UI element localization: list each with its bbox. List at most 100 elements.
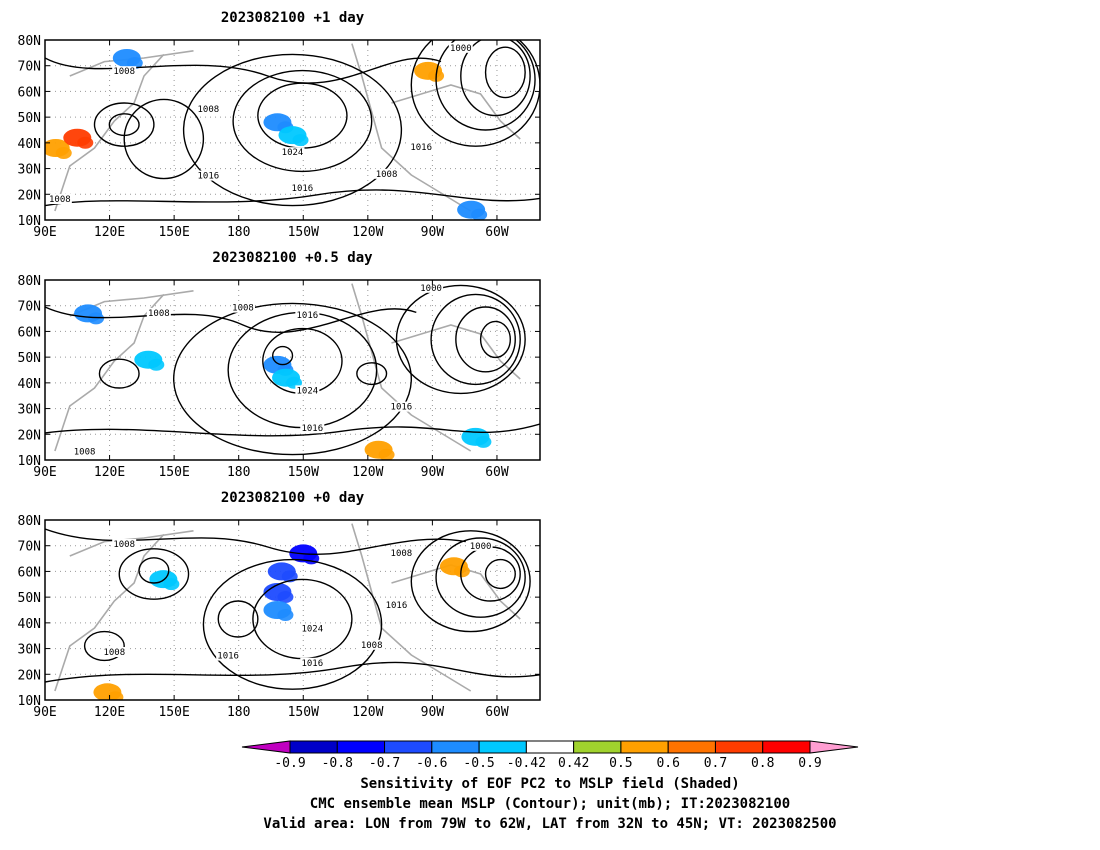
contour-line — [172, 302, 413, 456]
coastline — [391, 324, 521, 380]
contour-label-bg — [196, 170, 221, 181]
contour-line — [455, 306, 516, 373]
x-tick-label: 90W — [421, 225, 445, 240]
contour-label: 1008 — [148, 309, 170, 319]
contour-label: 1008 — [198, 105, 220, 115]
colorbar-tick-label: 0.7 — [704, 756, 727, 771]
contour-label-bg — [300, 423, 325, 434]
x-tick-label: 120W — [352, 705, 383, 720]
contour-label: 1016 — [297, 311, 319, 321]
shaded-region — [88, 312, 105, 325]
panel-1: 2023082100 +1 day 1000 1008 1008 1008 1016 101… — [18, 10, 541, 240]
contour-line — [356, 362, 388, 386]
contour-label-bg — [112, 539, 137, 549]
y-tick-label: 40N — [18, 137, 41, 152]
contour-label: 1016 — [386, 601, 408, 611]
contour-line — [252, 578, 353, 660]
shaded-region — [277, 591, 294, 603]
contour-line — [484, 558, 516, 590]
y-tick-label: 20N — [18, 428, 41, 443]
contour-label-bg — [409, 141, 434, 152]
panel-title: 2023082100 +1 day — [221, 10, 365, 26]
contour-line — [202, 558, 383, 690]
contour-line — [272, 345, 294, 366]
coastline — [391, 84, 521, 140]
x-tick-label: 90E — [33, 225, 56, 240]
contour-line — [410, 40, 540, 147]
contour-line — [138, 557, 170, 584]
shaded-region — [378, 448, 395, 460]
contour-line — [123, 98, 205, 180]
x-tick-label: 150E — [158, 465, 189, 480]
contour-label-bg — [102, 647, 127, 657]
panel-content: 1008 1008 1000 1016 1024 1016 1016 1008 1008 — [45, 520, 540, 700]
contour-label-bg — [72, 446, 97, 457]
contour-label: 1008 — [74, 448, 96, 458]
y-tick-label: 80N — [18, 274, 41, 289]
panel-frame — [44, 519, 541, 701]
y-tick-label: 50N — [18, 591, 41, 606]
colorbar-box — [762, 740, 811, 754]
colorbar-box — [620, 740, 669, 754]
contour-label: 1000 — [450, 44, 472, 54]
contour-label: 1024 — [301, 625, 323, 635]
colorbar-tick-label: -0.8 — [322, 756, 353, 771]
contour-label-bg — [295, 309, 320, 320]
contour-label-bg — [290, 183, 315, 194]
contour-label: 1008 — [391, 549, 413, 559]
x-tick-label: 90E — [33, 465, 56, 480]
contour-label: 1008 — [376, 170, 398, 180]
colorbar-box — [384, 740, 433, 754]
colorbar-box — [667, 740, 716, 754]
panel-title: 2023082100 +0.5 day — [212, 250, 373, 266]
x-tick-label: 180 — [227, 705, 250, 720]
coastline — [351, 283, 472, 452]
panel-3: 2023082100 +0 day 1008 1008 1000 1016 1024 101… — [18, 490, 541, 720]
colorbar-box — [525, 740, 575, 754]
x-tick-label: 150W — [288, 705, 319, 720]
x-tick-label: 150W — [288, 225, 319, 240]
contour-label: 1016 — [301, 659, 323, 669]
colorbar-box — [289, 740, 338, 754]
contour-line — [410, 530, 531, 633]
x-tick-label: 120E — [94, 465, 125, 480]
shaded-region — [471, 208, 488, 220]
x-tick-label: 120E — [94, 225, 125, 240]
contour-label-bg — [419, 282, 444, 293]
shaded-region — [163, 578, 180, 591]
x-tick-label: 120E — [94, 705, 125, 720]
contour-label-bg — [47, 194, 72, 204]
y-tick-label: 60N — [18, 325, 41, 340]
colorbar-box — [573, 740, 622, 754]
shaded-region — [453, 565, 470, 578]
contour-line — [435, 40, 536, 131]
contour-line — [484, 46, 526, 99]
contour-label: 1000 — [420, 284, 442, 294]
colorbar-tick-label: -0.42 — [507, 756, 546, 771]
x-tick-label: 150W — [288, 465, 319, 480]
colorbar-tick-label: -0.5 — [463, 756, 494, 771]
contour-label-bg — [280, 147, 305, 158]
colorbar-tick-label: 0.5 — [609, 756, 632, 771]
contour-label-bg — [359, 639, 384, 650]
contour-label-bg — [146, 308, 171, 318]
shaded-region — [475, 435, 492, 448]
y-tick-label: 50N — [18, 111, 41, 126]
x-tick-label: 60W — [485, 225, 509, 240]
contour-label: 1016 — [410, 143, 432, 153]
contour-line — [479, 320, 512, 359]
x-tick-label: 120W — [352, 465, 383, 480]
colorbar-box — [478, 740, 527, 754]
contour-line — [83, 630, 125, 662]
x-tick-label: 60W — [485, 465, 509, 480]
contour-line — [232, 69, 373, 173]
colorbar-over-arrow — [809, 740, 859, 754]
x-tick-label: 150E — [158, 225, 189, 240]
contour-label-bg — [300, 623, 325, 634]
y-tick-label: 20N — [18, 188, 41, 203]
contour-label-bg — [468, 540, 493, 551]
x-tick-label: 90W — [421, 705, 445, 720]
x-tick-label: 120W — [352, 225, 383, 240]
shaded-region — [292, 134, 309, 147]
contour-line — [45, 57, 442, 84]
